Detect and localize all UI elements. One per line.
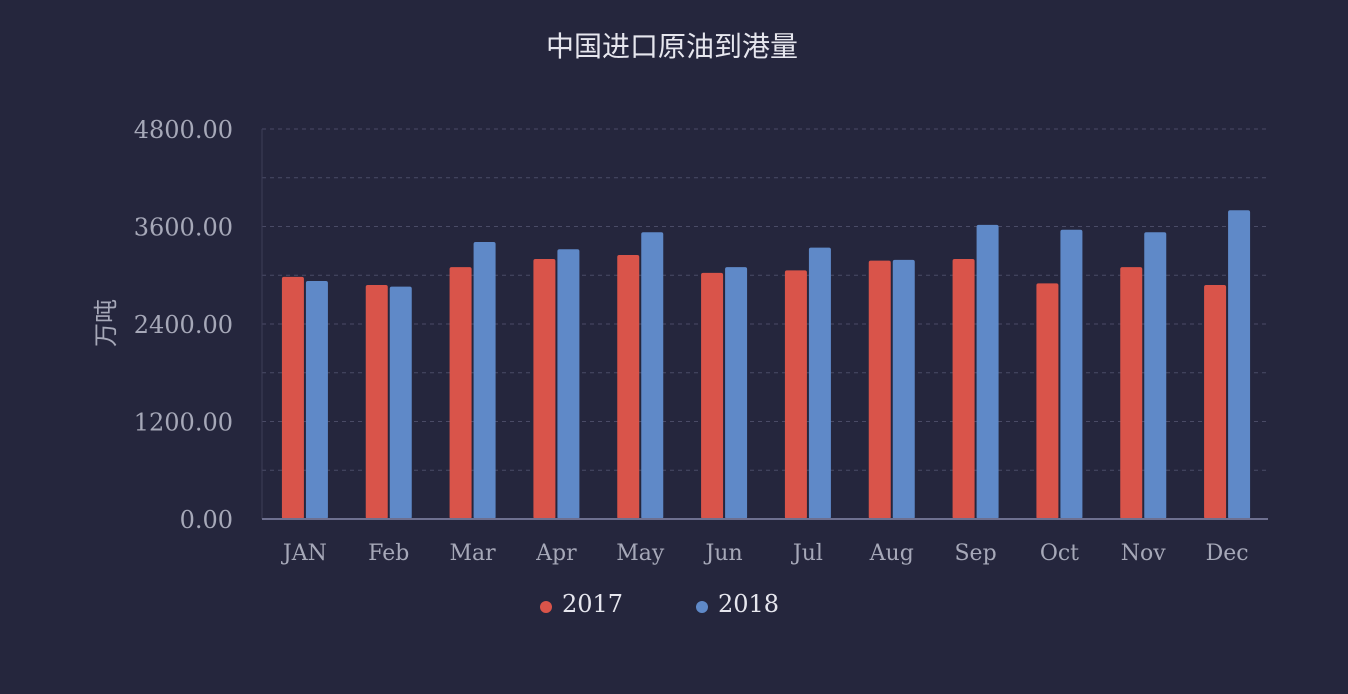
y-axis-title: 万吨 xyxy=(92,299,120,347)
legend: 2017 2018 xyxy=(540,590,779,618)
bar-2018-jul[interactable] xyxy=(808,247,831,519)
x-axis-ticks: JAN Feb Mar Apr May Jun Jul Aug Sep Oct Nov Dec xyxy=(281,541,1249,566)
x-tick-label: JAN xyxy=(281,541,327,566)
x-tick-label: Feb xyxy=(368,541,409,566)
bar-2017-jul[interactable] xyxy=(784,270,807,519)
bar-2018-mar[interactable] xyxy=(473,241,496,519)
bar-2018-apr[interactable] xyxy=(557,249,580,519)
bar-2017-aug[interactable] xyxy=(868,260,891,519)
x-tick-label: Aug xyxy=(869,541,914,566)
bar-2018-jan[interactable] xyxy=(305,280,328,519)
x-tick-label: Apr xyxy=(535,541,577,566)
bar-2018-feb[interactable] xyxy=(389,286,412,519)
bar-2017-oct[interactable] xyxy=(1036,283,1059,519)
legend-label-2017[interactable]: 2017 xyxy=(562,590,623,618)
bar-2017-may[interactable] xyxy=(617,254,640,519)
bar-2017-jan[interactable] xyxy=(281,276,304,519)
x-tick-label: Mar xyxy=(449,541,496,566)
bar-2018-may[interactable] xyxy=(641,232,664,519)
x-tick-label: Jul xyxy=(791,541,823,566)
x-tick-label: Sep xyxy=(954,541,996,566)
bar-2017-mar[interactable] xyxy=(449,267,472,519)
bar-2017-apr[interactable] xyxy=(533,259,556,519)
legend-marker-2017[interactable] xyxy=(540,601,552,613)
bar-2018-dec[interactable] xyxy=(1228,210,1251,519)
y-axis-ticks: 0.00 1200.00 2400.00 3600.00 4800.00 xyxy=(134,116,233,534)
x-tick-label: Dec xyxy=(1206,541,1249,566)
y-tick-label: 0.00 xyxy=(180,506,233,534)
y-tick-label: 3600.00 xyxy=(134,214,233,242)
bar-2018-oct[interactable] xyxy=(1060,229,1083,519)
y-tick-label: 1200.00 xyxy=(134,409,233,437)
bar-2018-nov[interactable] xyxy=(1144,232,1167,519)
grid-lines xyxy=(261,128,1268,519)
bar-2018-jun[interactable] xyxy=(725,267,748,519)
bar-2017-dec[interactable] xyxy=(1204,285,1227,519)
legend-marker-2018[interactable] xyxy=(696,601,708,613)
x-tick-label: Oct xyxy=(1040,541,1079,566)
y-tick-label: 4800.00 xyxy=(134,116,233,144)
bar-2017-sep[interactable] xyxy=(952,259,975,519)
legend-label-2018[interactable]: 2018 xyxy=(718,590,779,618)
x-tick-label: May xyxy=(616,541,665,566)
x-tick-label: Jun xyxy=(703,541,742,566)
bar-2017-feb[interactable] xyxy=(365,285,388,519)
bar-2018-sep[interactable] xyxy=(976,224,999,519)
bar-2017-jun[interactable] xyxy=(701,272,724,519)
bar-2018-aug[interactable] xyxy=(892,259,915,519)
chart-title: 中国进口原油到港量 xyxy=(546,30,798,63)
x-tick-label: Nov xyxy=(1121,541,1166,566)
bar-2017-nov[interactable] xyxy=(1120,267,1143,519)
y-tick-label: 2400.00 xyxy=(134,311,233,339)
bars xyxy=(281,210,1251,519)
